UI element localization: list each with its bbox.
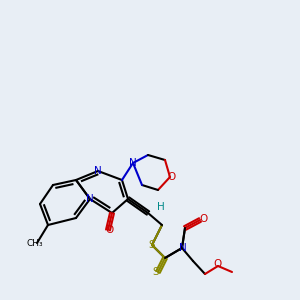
Text: O: O — [199, 214, 207, 224]
Text: O: O — [214, 259, 222, 269]
Text: S: S — [153, 267, 159, 277]
Text: N: N — [129, 158, 137, 168]
Text: O: O — [168, 172, 176, 182]
Text: CH₃: CH₃ — [27, 238, 43, 247]
Text: H: H — [157, 202, 165, 212]
Text: N: N — [94, 166, 102, 176]
Text: S: S — [149, 240, 155, 250]
Text: O: O — [106, 225, 114, 235]
Text: N: N — [179, 243, 187, 253]
Text: N: N — [86, 194, 94, 204]
